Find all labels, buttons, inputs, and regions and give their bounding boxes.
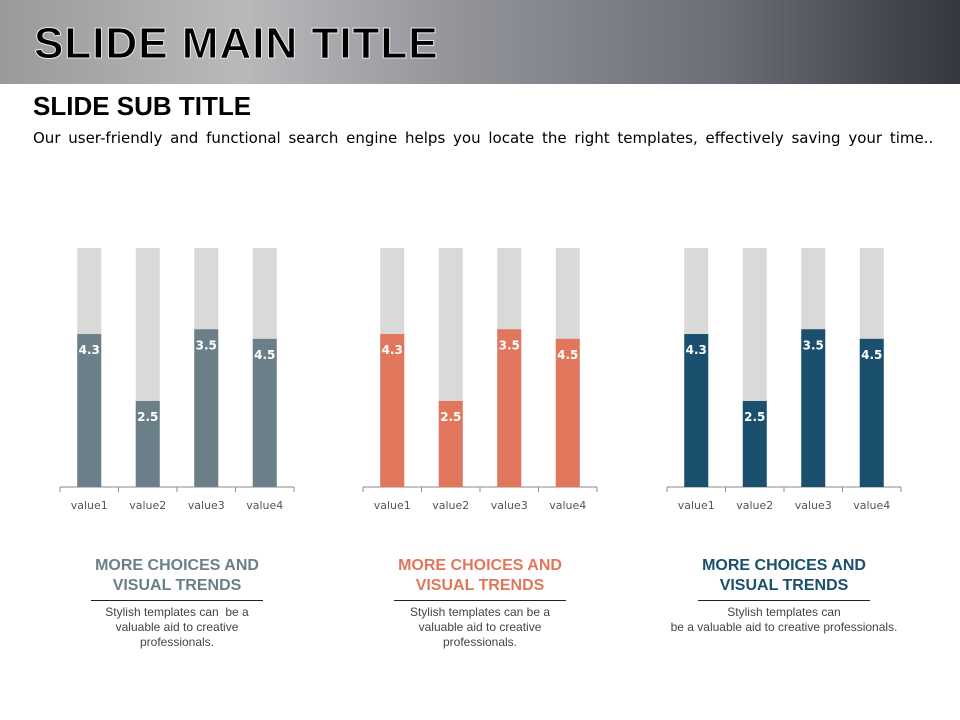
data-label: 3.5	[499, 338, 520, 352]
x-tick-label: value4	[246, 499, 283, 512]
bar-value3	[497, 329, 522, 487]
x-tick-label: value2	[129, 499, 166, 512]
bar-value4	[252, 338, 277, 487]
caption-3: MORE CHOICES AND VISUAL TRENDS Stylish tem…	[664, 556, 904, 635]
bar-value4	[555, 338, 580, 487]
bar-value3	[801, 329, 826, 487]
caption-text-line: valuable aid to creative	[418, 620, 542, 634]
caption-title: MORE CHOICES AND VISUAL TRENDS	[360, 556, 600, 596]
data-label: 4.5	[861, 348, 882, 362]
caption-text-line: be a valuable aid to creative profession…	[670, 620, 898, 634]
caption-text: Stylish templates can be a valuable aid t…	[360, 605, 600, 650]
caption-2: MORE CHOICES AND VISUAL TRENDS Stylish tem…	[360, 556, 600, 650]
divider	[394, 600, 566, 601]
caption-text-line: Stylish templates can	[727, 605, 841, 619]
x-tick-label: value2	[736, 499, 773, 512]
description: Our user-friendly and functional search …	[33, 129, 934, 147]
caption-text-line: valuable aid to creative	[115, 620, 239, 634]
caption-text-line: professionals.	[442, 635, 518, 649]
x-tick-label: value1	[374, 499, 411, 512]
sub-title: SLIDE SUB TITLE	[33, 91, 252, 121]
bar-chart-3: 4.3 value1 2.5 value2 3.5 value3 4.5 value4	[666, 248, 902, 512]
caption-title-line: VISUAL TRENDS	[719, 577, 849, 594]
bar-value1	[77, 334, 102, 487]
caption-title-line: VISUAL TRENDS	[112, 577, 242, 594]
bar-chart-1: 4.3 value1 2.5 value2 3.5 value3 4.5 value4	[59, 248, 295, 512]
divider	[91, 600, 263, 601]
data-label: 4.3	[382, 343, 403, 357]
caption-1: MORE CHOICES AND VISUAL TRENDS Stylish tem…	[57, 556, 297, 650]
x-tick-label: value3	[188, 499, 225, 512]
bar-value1	[684, 334, 709, 487]
caption-title: MORE CHOICES AND VISUAL TRENDS	[57, 556, 297, 596]
divider	[698, 600, 870, 601]
caption-text-line: Stylish templates can be a	[409, 605, 551, 619]
data-label: 4.3	[79, 343, 100, 357]
data-label: 2.5	[440, 410, 461, 424]
x-tick-label: value2	[432, 499, 469, 512]
caption-title-line: VISUAL TRENDS	[415, 577, 545, 594]
bar-chart-2: 4.3 value1 2.5 value2 3.5 value3 4.5 value4	[362, 248, 598, 512]
data-label: 4.5	[557, 348, 578, 362]
caption-text: Stylish templates can be a valuable aid t…	[664, 605, 904, 635]
caption-title-line: MORE CHOICES AND	[398, 557, 562, 574]
caption-text: Stylish templates can be a valuable aid t…	[57, 605, 297, 650]
main-title: SLIDE MAIN TITLE	[34, 19, 439, 69]
x-tick-label: value4	[549, 499, 586, 512]
data-label: 4.5	[254, 348, 275, 362]
bar-value2	[135, 400, 160, 487]
data-label: 3.5	[196, 338, 217, 352]
x-tick-label: value1	[678, 499, 715, 512]
bar-value2	[742, 400, 767, 487]
caption-text-line: professionals.	[139, 635, 215, 649]
data-label: 2.5	[744, 410, 765, 424]
data-label: 2.5	[137, 410, 158, 424]
caption-text-line: Stylish templates can be a	[105, 605, 249, 619]
header-banner: SLIDE MAIN TITLE	[0, 0, 960, 84]
x-tick-label: value3	[491, 499, 528, 512]
data-label: 4.3	[686, 343, 707, 357]
caption-title: MORE CHOICES AND VISUAL TRENDS	[664, 556, 904, 596]
bar-value2	[438, 400, 463, 487]
bar-value4	[859, 338, 884, 487]
caption-title-line: MORE CHOICES AND	[702, 557, 866, 574]
caption-title-line: MORE CHOICES AND	[95, 557, 259, 574]
data-label: 3.5	[803, 338, 824, 352]
bar-value3	[194, 329, 219, 487]
x-tick-label: value3	[795, 499, 832, 512]
x-tick-label: value4	[853, 499, 890, 512]
x-tick-label: value1	[71, 499, 108, 512]
bar-value1	[380, 334, 405, 487]
